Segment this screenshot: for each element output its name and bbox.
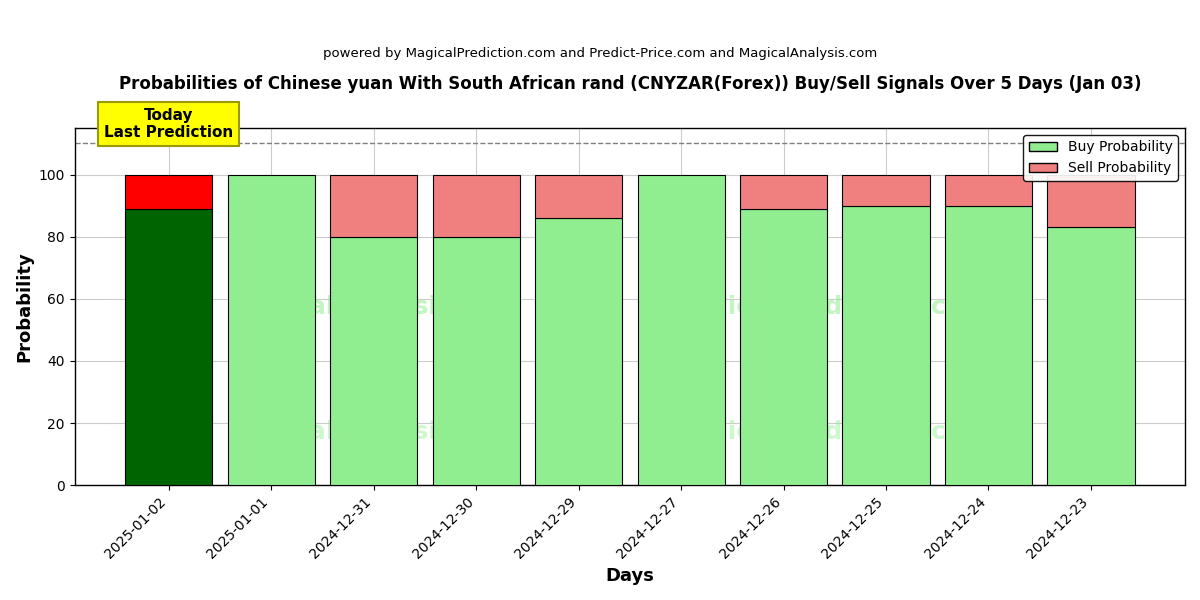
X-axis label: Days: Days [605,567,654,585]
Text: powered by MagicalPrediction.com and Predict-Price.com and MagicalAnalysis.com: powered by MagicalPrediction.com and Pre… [323,47,877,61]
Bar [1048,227,1134,485]
Bar [944,206,1032,485]
Bar [637,175,725,485]
Bar [330,175,418,236]
Text: MagicalPrediction.com: MagicalPrediction.com [670,419,990,443]
Bar [944,175,1032,206]
Bar [1048,175,1134,227]
Bar [535,175,622,218]
Bar [125,175,212,209]
Title: Probabilities of Chinese yuan With South African rand (CNYZAR(Forex)) Buy/Sell S: Probabilities of Chinese yuan With South… [119,75,1141,93]
Text: calAnalysis.com: calAnalysis.com [295,419,521,443]
Text: calAnalysis.com: calAnalysis.com [295,295,521,319]
Legend: Buy Probability, Sell Probability: Buy Probability, Sell Probability [1024,135,1178,181]
Bar [740,209,827,485]
Bar [842,206,930,485]
Text: Today
Last Prediction: Today Last Prediction [104,108,233,140]
Bar [330,236,418,485]
Text: MagicalPrediction.com: MagicalPrediction.com [670,295,990,319]
Bar [228,175,314,485]
Bar [432,175,520,236]
Y-axis label: Probability: Probability [16,251,34,362]
Bar [740,175,827,209]
Bar [125,209,212,485]
Bar [432,236,520,485]
Bar [842,175,930,206]
Bar [535,218,622,485]
